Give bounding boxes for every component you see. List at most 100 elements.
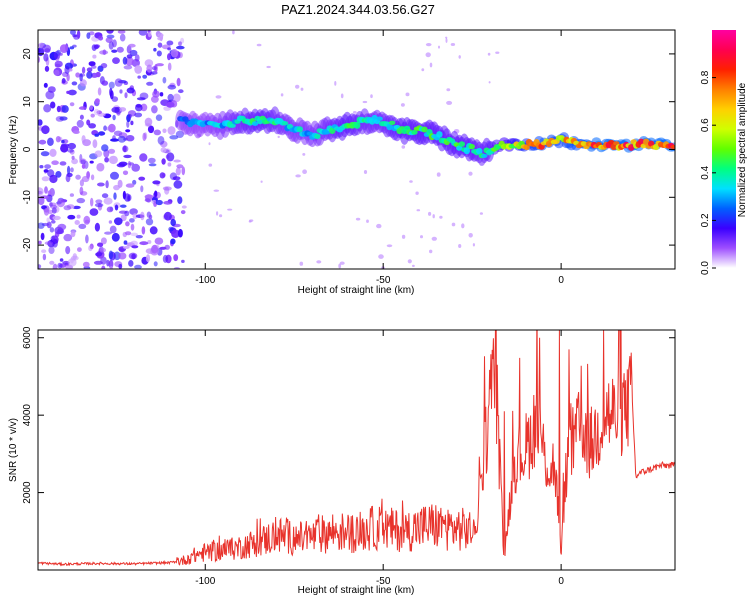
noise-blob: [95, 71, 101, 78]
noise-blob: [461, 223, 465, 229]
noise-blob: [108, 220, 113, 224]
noise-blob: [122, 145, 129, 153]
noise-blob: [131, 253, 136, 260]
ridge-mark: [628, 144, 635, 151]
noise-blob: [118, 252, 127, 260]
noise-blob: [123, 240, 128, 245]
noise-blob: [416, 209, 421, 212]
noise-blob: [386, 244, 393, 248]
noise-blob: [156, 50, 162, 57]
noise-blob: [100, 237, 107, 245]
noise-blob: [50, 204, 58, 209]
noise-blob: [103, 197, 113, 205]
noise-blob: [280, 93, 284, 97]
noise-blob: [172, 93, 181, 103]
noise-blob: [405, 92, 410, 97]
noise-blob: [85, 234, 89, 244]
noise-blob: [43, 82, 48, 88]
noise-blob: [166, 101, 175, 108]
noise-blob: [97, 131, 106, 136]
x-tick-label: -100: [195, 275, 215, 286]
noise-blob: [171, 229, 180, 238]
noise-blob: [177, 196, 183, 205]
noise-blob: [154, 237, 164, 245]
noise-blob: [39, 165, 44, 169]
noise-blob: [89, 104, 94, 111]
noise-blob: [173, 254, 179, 262]
noise-blob: [125, 221, 130, 227]
noise-blob: [111, 232, 120, 242]
noise-blob: [108, 250, 114, 260]
noise-blob: [106, 259, 110, 267]
y-tick-label: -10: [22, 190, 33, 205]
noise-blob: [178, 89, 184, 94]
noise-blob: [108, 155, 118, 165]
noise-blob: [134, 112, 143, 118]
ridge-mark: [386, 123, 393, 131]
noise-blob: [131, 245, 139, 249]
noise-blob: [41, 249, 47, 253]
noise-blob: [136, 97, 146, 101]
noise-blob: [54, 60, 63, 68]
snr-frame: [37, 329, 676, 571]
noise-blob: [90, 174, 95, 181]
noise-blob: [340, 93, 344, 99]
noise-blob: [67, 165, 71, 175]
noise-blob: [432, 214, 435, 219]
noise-blob: [97, 87, 102, 96]
noise-blob: [90, 113, 95, 118]
noise-blob: [117, 30, 126, 34]
snr-series-line: [38, 330, 675, 567]
noise-blob: [78, 223, 87, 229]
noise-blob: [68, 68, 73, 72]
noise-blob: [125, 183, 135, 188]
noise-blob: [302, 153, 306, 156]
noise-blob: [59, 44, 69, 53]
noise-blob: [52, 263, 58, 269]
noise-blob: [256, 43, 262, 47]
noise-blob: [43, 207, 50, 216]
noise-blob: [163, 200, 173, 205]
noise-blob: [146, 81, 154, 86]
noise-blob: [57, 223, 67, 231]
noise-blob: [208, 163, 213, 167]
noise-blob: [52, 239, 58, 248]
noise-blob: [43, 104, 52, 113]
noise-blob: [105, 37, 113, 43]
noise-blob: [167, 93, 174, 102]
noise-blob: [38, 240, 42, 245]
noise-blob: [82, 139, 91, 147]
noise-blob: [88, 31, 95, 36]
noise-blob: [181, 259, 185, 263]
noise-blob: [436, 172, 441, 177]
noise-blob: [216, 211, 219, 216]
noise-blob: [160, 147, 167, 153]
ridge-mark: [648, 140, 655, 147]
noise-blob: [108, 259, 114, 269]
noise-blob: [138, 176, 146, 181]
noise-blob: [109, 90, 114, 100]
noise-blob: [151, 105, 158, 114]
noise-blob: [55, 136, 61, 143]
noise-blob: [119, 33, 126, 42]
noise-blob: [366, 219, 369, 223]
noise-blob: [65, 246, 71, 255]
noise-blob: [94, 203, 104, 208]
noise-blob: [86, 71, 93, 79]
noise-blob: [472, 243, 475, 247]
ridge-mark: [481, 153, 488, 158]
noise-blob: [95, 252, 103, 257]
noise-blob: [58, 52, 63, 56]
noise-blob: [170, 218, 176, 227]
noise-blob: [153, 261, 158, 267]
noise-blob: [409, 180, 413, 183]
y-tick-label: -20: [22, 237, 33, 252]
noise-blob: [213, 189, 220, 192]
noise-blob: [114, 217, 123, 226]
ridge-mark: [354, 121, 361, 129]
noise-blob: [146, 64, 153, 73]
noise-blob: [61, 78, 66, 84]
noise-blob: [69, 46, 75, 50]
noise-blob: [248, 220, 252, 223]
spectrogram-panel: -100 -50 0 20 10 0 -10 -20 Height of straight …: [8, 29, 676, 296]
